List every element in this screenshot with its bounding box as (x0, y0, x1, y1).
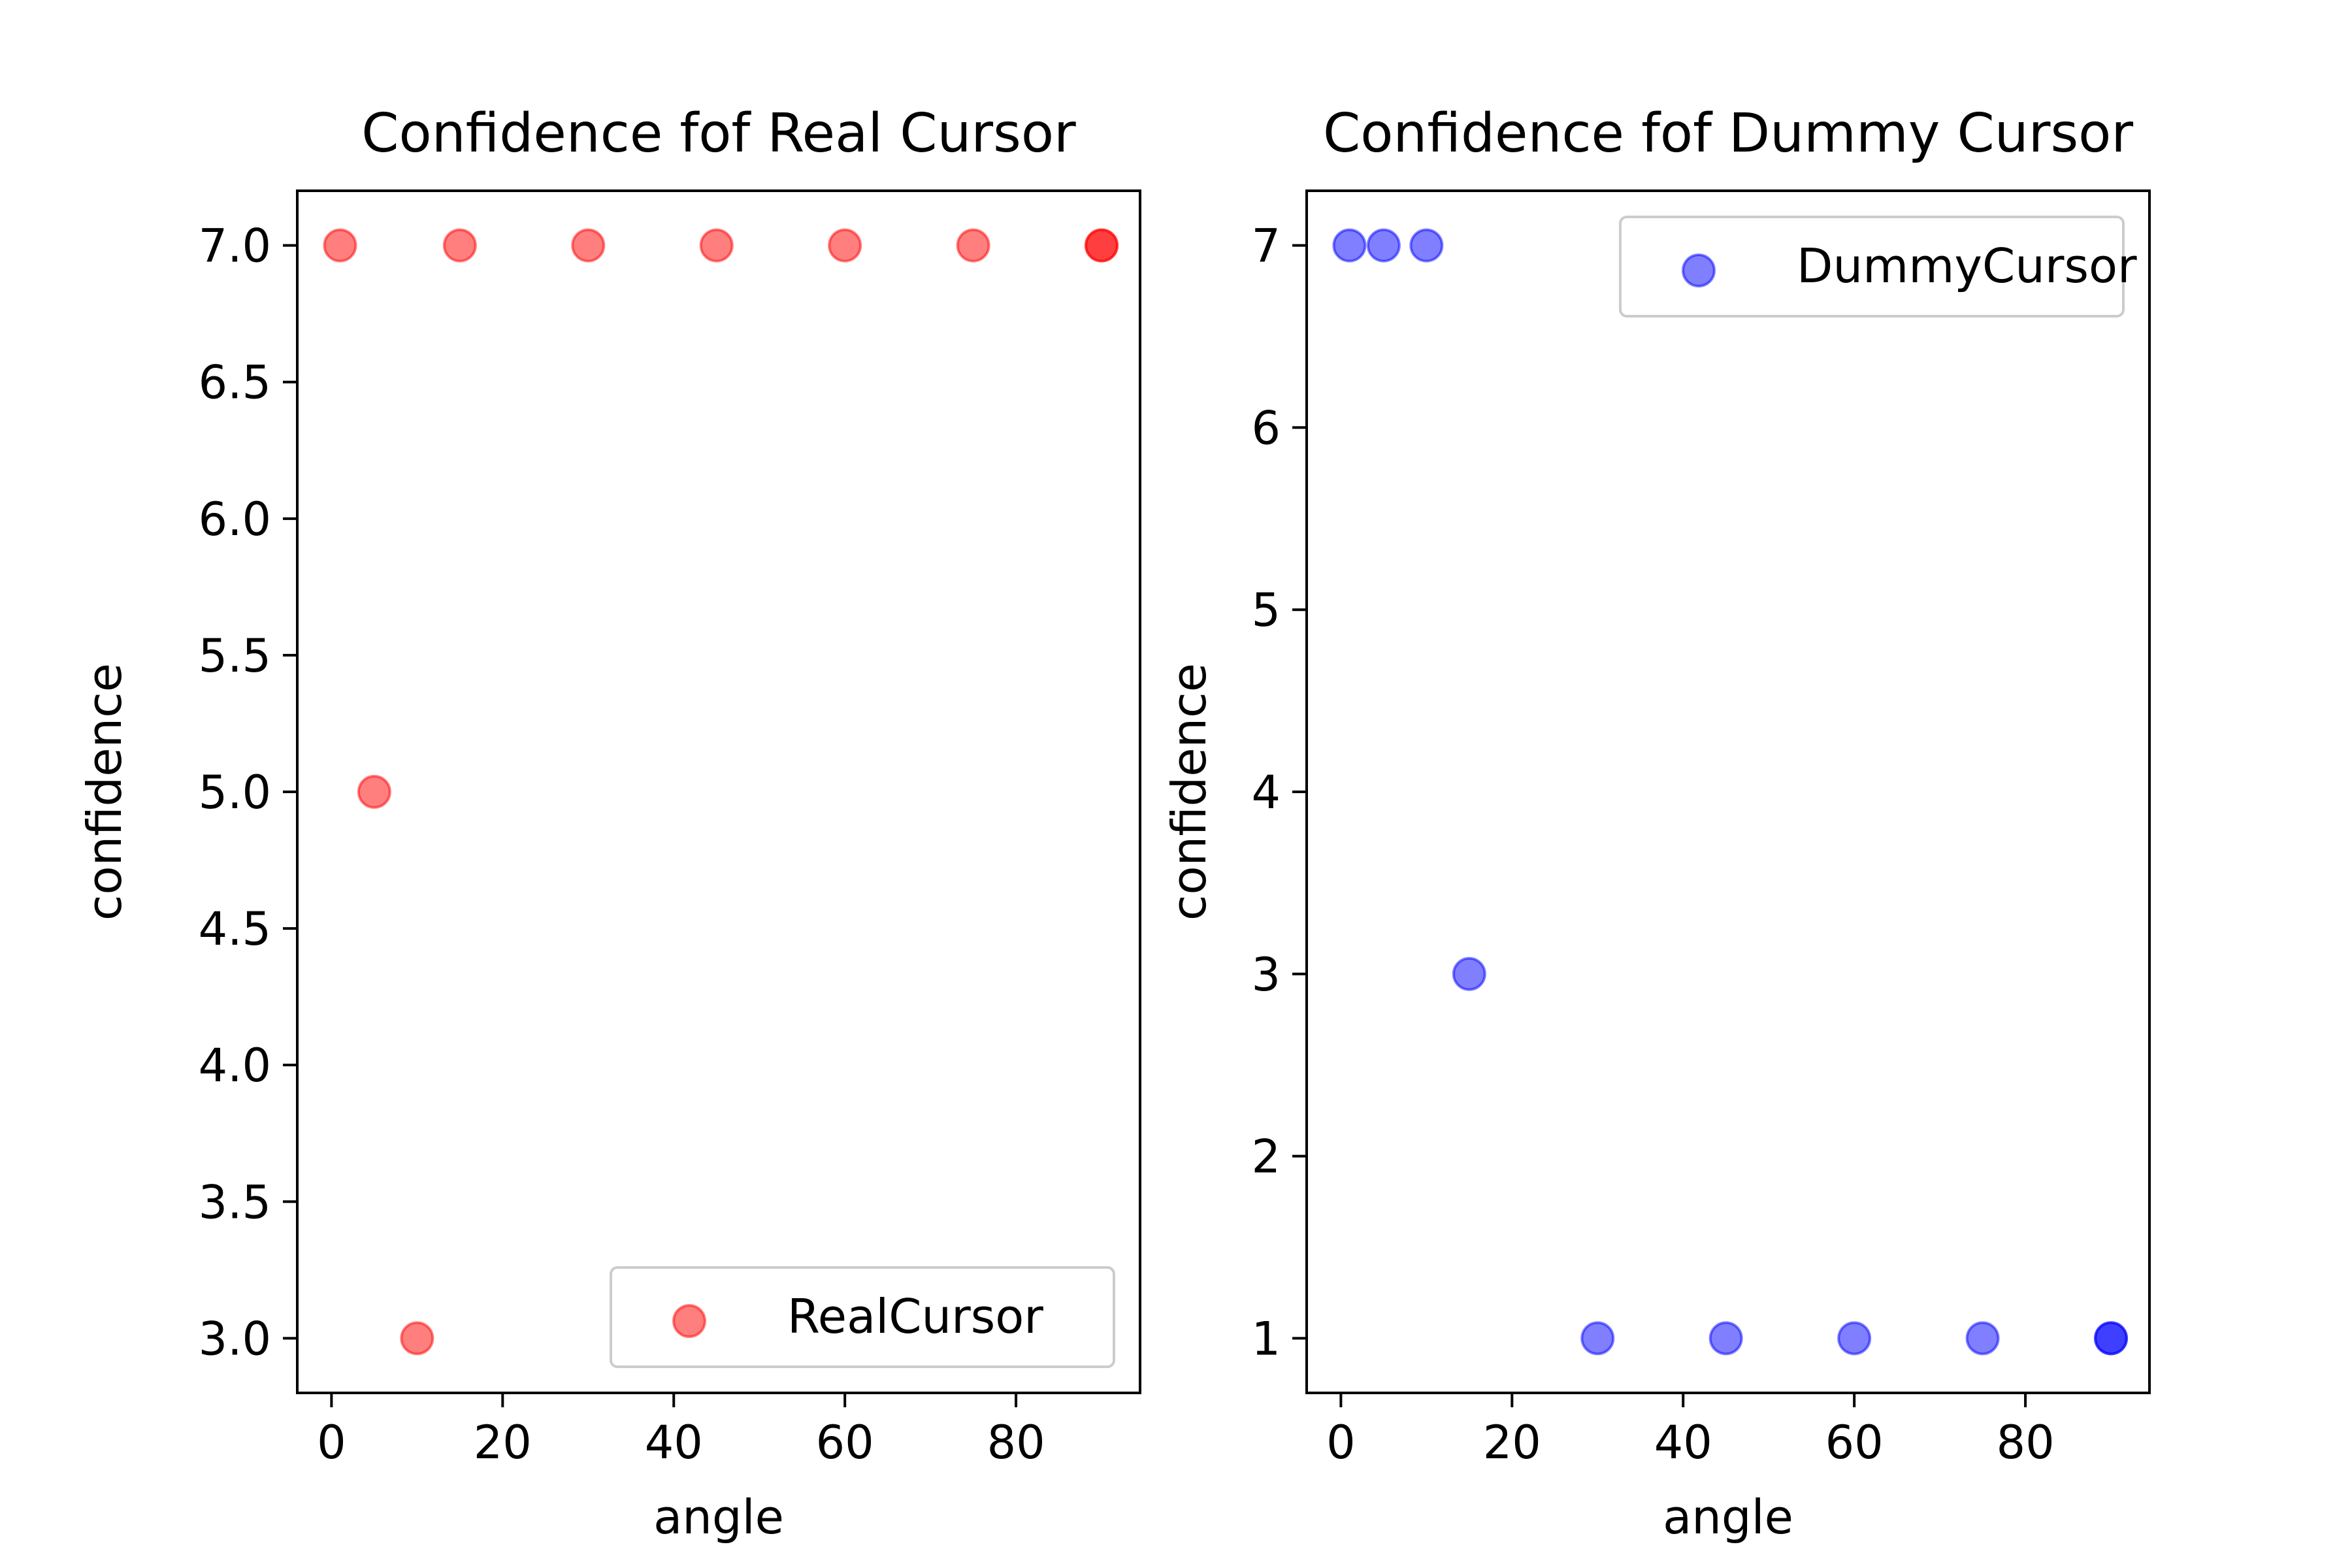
data-point (1366, 228, 1401, 263)
chart-title: Confidence fof Real Cursor (361, 103, 1076, 165)
plot-frame (296, 189, 1141, 1394)
chart-panel-2: Confidence fof Dummy Cursor 0 20 40 60 80 1 2 3 4… (1162, 103, 2151, 1544)
y-axis-label: confidence (1162, 663, 1217, 921)
y-tick-label: 5 (1251, 583, 1281, 637)
data-point (1332, 228, 1367, 263)
data-point (828, 228, 862, 263)
y-tick-label: 3.5 (199, 1175, 271, 1229)
y-tick-label: 7 (1251, 220, 1281, 273)
data-point (1580, 1321, 1615, 1356)
y-tick-label: 7.0 (199, 220, 271, 273)
x-tick-label: 60 (1825, 1416, 1884, 1469)
data-point (1409, 228, 1444, 263)
data-point (956, 228, 990, 263)
x-tick-label: 80 (1997, 1416, 2055, 1469)
y-tick-label: 5.5 (199, 629, 271, 683)
x-tick-label: 20 (474, 1416, 532, 1469)
x-tick-label: 0 (317, 1416, 346, 1469)
data-point (442, 228, 477, 263)
y-tick-label: 4.0 (199, 1039, 271, 1092)
data-point (2094, 1321, 2129, 1356)
data-point (1837, 1321, 1872, 1356)
data-point (1965, 1321, 2000, 1356)
data-point (323, 228, 357, 263)
legend-box (1619, 216, 2125, 318)
x-tick-label: 80 (987, 1416, 1045, 1469)
x-tick-label: 40 (645, 1416, 703, 1469)
y-tick-label: 2 (1251, 1130, 1281, 1184)
legend-label: RealCursor (787, 1289, 1043, 1344)
y-axis-label: confidence (77, 663, 132, 921)
y-tick-label: 6.0 (199, 493, 271, 546)
y-tick-label: 6.5 (199, 356, 271, 410)
y-tick-label: 6 (1251, 401, 1281, 455)
legend-label: DummyCursor (1797, 238, 2137, 293)
x-axis-label: angle (653, 1490, 784, 1544)
x-axis-label: angle (1663, 1490, 1793, 1544)
x-tick-label: 0 (1326, 1416, 1356, 1469)
data-point (571, 228, 606, 263)
y-tick-label: 1 (1251, 1312, 1281, 1365)
data-point (699, 228, 734, 263)
chart-title: Confidence fof Dummy Cursor (1323, 103, 2133, 165)
chart-panel-1: Confidence fof Real Cursor 0 20 40 60 80 3.0 3.… (77, 103, 1141, 1544)
y-tick-label: 4 (1251, 766, 1281, 819)
y-tick-label: 4.5 (199, 902, 271, 956)
legend: DummyCursor (1619, 216, 2137, 318)
x-tick-label: 40 (1654, 1416, 1712, 1469)
x-tick-label: 60 (816, 1416, 874, 1469)
legend-box (610, 1266, 1115, 1368)
legend-marker (1682, 253, 1716, 287)
plot-frame (1305, 189, 2151, 1394)
y-tick-label: 5.0 (199, 766, 271, 819)
legend: RealCursor (610, 1266, 1115, 1368)
y-tick-label: 3 (1251, 948, 1281, 1002)
legend-marker (672, 1304, 706, 1338)
data-point (1085, 228, 1119, 263)
x-tick-label: 20 (1483, 1416, 1541, 1469)
y-tick-label: 3.0 (199, 1312, 271, 1365)
data-point (357, 775, 391, 809)
data-point (1708, 1321, 1743, 1356)
data-point (1452, 956, 1486, 991)
data-point (400, 1321, 434, 1356)
